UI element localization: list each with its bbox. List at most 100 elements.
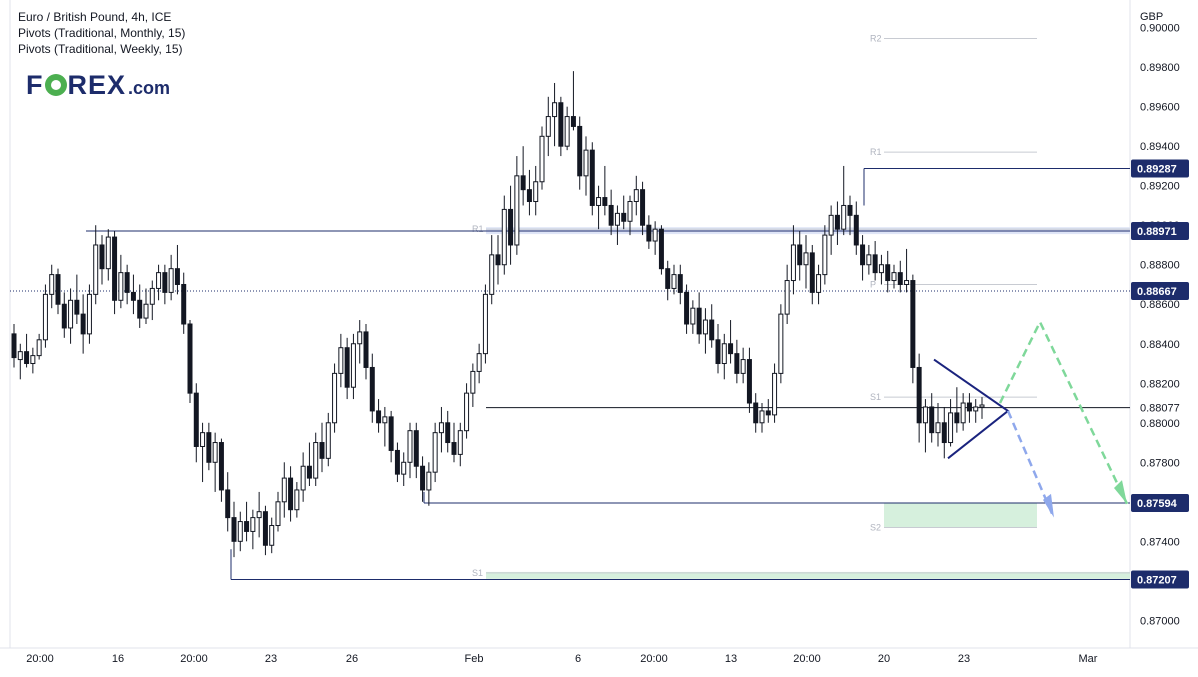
candle-body — [916, 366, 922, 424]
price-tag-label: 0.88971 — [1137, 226, 1177, 238]
candle-body — [149, 287, 155, 305]
candle-body — [973, 406, 979, 412]
candle-body — [137, 299, 143, 319]
candle-body — [118, 272, 124, 301]
y-tick-label: 0.88000 — [1140, 418, 1180, 430]
candle-body — [49, 274, 55, 295]
candle-body — [495, 254, 501, 266]
candle-body — [640, 189, 646, 226]
candle-body — [30, 355, 36, 365]
x-tick-label: Feb — [465, 653, 484, 665]
candle-body — [784, 280, 790, 315]
x-tick-label: 13 — [725, 653, 737, 665]
candle-body — [350, 343, 356, 388]
candle-body — [520, 175, 526, 191]
legend-pivots-weekly: Pivots (Traditional, Weekly, 15) — [18, 42, 183, 56]
candle-body — [715, 339, 721, 365]
bullish-scenario-arrow — [998, 319, 1129, 505]
pivot-label-p: P — [870, 279, 876, 289]
candle-body — [564, 116, 570, 147]
legend-pivots-monthly: Pivots (Traditional, Monthly, 15) — [18, 26, 186, 40]
candle-body — [979, 404, 985, 408]
candle-body — [652, 228, 658, 242]
candle-body — [464, 392, 470, 432]
candle-body — [589, 149, 595, 206]
candle-body — [702, 319, 708, 335]
y-tick-label: 0.89800 — [1140, 62, 1180, 74]
logo-circle-icon — [44, 74, 67, 96]
x-tick-label: 20:00 — [640, 653, 668, 665]
candle-body — [61, 303, 67, 329]
candle-body — [24, 351, 30, 365]
candle-body — [646, 224, 652, 242]
candle-body — [633, 189, 639, 203]
candle-body — [212, 442, 218, 463]
candle-body — [904, 280, 910, 285]
candle-body — [621, 212, 627, 222]
target-zone — [884, 502, 1037, 528]
candle-body — [790, 244, 796, 282]
candle-body — [187, 323, 193, 394]
candle-body — [602, 197, 608, 206]
candle-body — [11, 333, 17, 359]
candle-body — [432, 432, 438, 473]
candle-body — [960, 402, 966, 424]
y-tick-label: 0.89600 — [1140, 102, 1180, 114]
candle-body — [369, 366, 375, 412]
price-tag-bg — [1131, 398, 1189, 417]
candle-body — [376, 410, 382, 424]
candle-body — [545, 116, 551, 137]
candle-body — [300, 465, 306, 491]
candle-body — [570, 116, 576, 127]
candle-body — [690, 307, 696, 325]
price-tag-label: 0.88667 — [1137, 286, 1177, 298]
candle-body — [476, 353, 482, 372]
candle-body — [922, 406, 928, 424]
candle-body — [552, 102, 558, 118]
candle-body — [80, 313, 86, 335]
candle-body — [665, 268, 671, 289]
candle-body — [174, 268, 180, 285]
logo-text-right: REX — [67, 70, 127, 100]
candle-body — [382, 416, 388, 424]
bearish-arrow-head — [1043, 493, 1054, 518]
candle-body — [237, 521, 243, 542]
candle-body — [514, 175, 520, 246]
candle-body — [948, 412, 954, 444]
candle-body — [407, 430, 413, 463]
candle-body — [841, 204, 847, 230]
candle-body — [671, 274, 677, 289]
candle-body — [294, 489, 300, 511]
candle-body — [872, 254, 878, 274]
candle-body — [482, 293, 488, 355]
candle-body — [772, 372, 778, 416]
candle-body — [809, 252, 815, 293]
price-tag-bg — [1131, 282, 1189, 301]
pivot-label-s2: S2 — [870, 522, 881, 532]
candle-body — [828, 214, 834, 236]
candle-body — [897, 272, 903, 285]
candle-body — [470, 370, 476, 394]
candle-body — [256, 511, 262, 519]
candle-body — [225, 489, 231, 519]
candle-body — [325, 422, 331, 459]
candle-body — [596, 197, 602, 206]
price-tag-bg — [1131, 493, 1189, 512]
pivot-label-s1: S1 — [472, 568, 483, 578]
candle-body — [244, 521, 250, 532]
candle-body — [489, 254, 495, 295]
candle-body — [275, 501, 281, 527]
candle-body — [388, 416, 394, 451]
x-tick-label: 6 — [575, 653, 581, 665]
price-tag-bg — [1131, 570, 1189, 589]
candle-body — [533, 181, 539, 203]
candle-body — [778, 313, 784, 374]
candle-body — [319, 442, 325, 459]
candle-body — [162, 272, 168, 293]
candle-body — [112, 236, 118, 301]
price-tag-label: 0.89287 — [1137, 164, 1177, 176]
candle-body — [746, 359, 752, 404]
candle-body — [684, 291, 690, 325]
